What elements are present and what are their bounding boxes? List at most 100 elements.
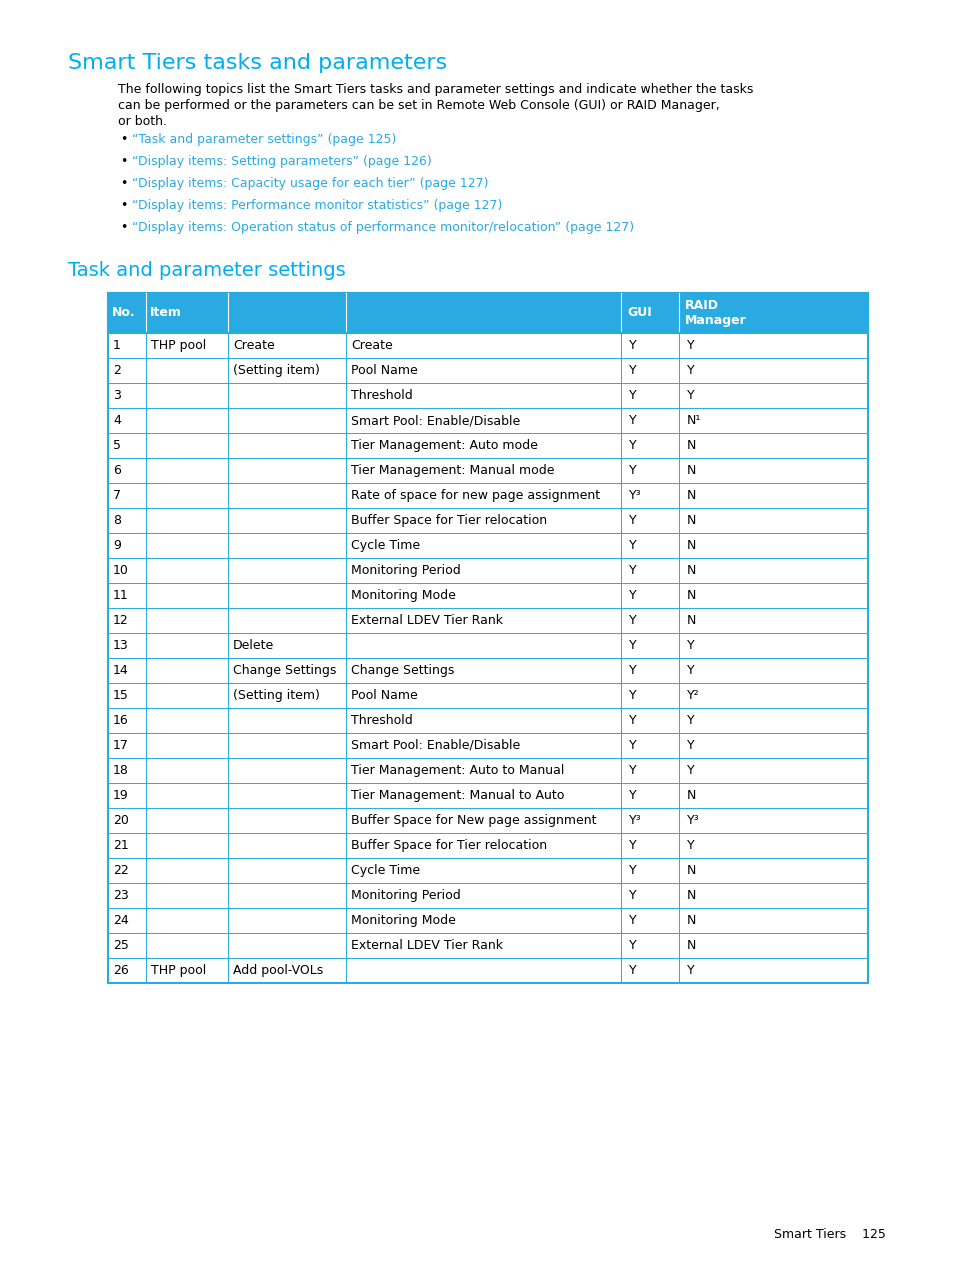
- Text: Y: Y: [628, 839, 636, 852]
- Text: Y: Y: [686, 764, 694, 777]
- Text: Y: Y: [628, 364, 636, 377]
- Text: 9: 9: [112, 539, 121, 552]
- Text: Change Settings: Change Settings: [351, 663, 454, 677]
- Text: Y: Y: [628, 339, 636, 352]
- Text: Monitoring Period: Monitoring Period: [351, 888, 460, 902]
- Text: •: •: [120, 155, 128, 168]
- Text: Y: Y: [686, 839, 694, 852]
- Text: Y: Y: [628, 513, 636, 527]
- Text: 10: 10: [112, 564, 129, 577]
- Text: Y: Y: [628, 564, 636, 577]
- Text: N: N: [686, 888, 696, 902]
- Text: Smart Pool: Enable/Disable: Smart Pool: Enable/Disable: [351, 414, 519, 427]
- Text: Y: Y: [686, 364, 694, 377]
- Text: 15: 15: [112, 689, 129, 702]
- Text: Y: Y: [628, 963, 636, 977]
- Text: Smart Pool: Enable/Disable: Smart Pool: Enable/Disable: [351, 738, 519, 752]
- Text: Change Settings: Change Settings: [233, 663, 336, 677]
- Text: 5: 5: [112, 438, 121, 452]
- Text: 22: 22: [112, 864, 129, 877]
- Text: N: N: [686, 513, 696, 527]
- Text: Smart Tiers tasks and parameters: Smart Tiers tasks and parameters: [68, 53, 447, 72]
- Text: 6: 6: [112, 464, 121, 477]
- Text: 20: 20: [112, 813, 129, 827]
- Text: Y: Y: [628, 588, 636, 602]
- Text: •: •: [120, 177, 128, 189]
- Text: Y: Y: [628, 464, 636, 477]
- Text: 23: 23: [112, 888, 129, 902]
- Text: Y³: Y³: [628, 489, 641, 502]
- Text: Y: Y: [628, 689, 636, 702]
- Text: 8: 8: [112, 513, 121, 527]
- Text: •: •: [120, 200, 128, 212]
- Text: can be performed or the parameters can be set in Remote Web Console (GUI) or RAI: can be performed or the parameters can b…: [118, 99, 719, 112]
- Text: N: N: [686, 864, 696, 877]
- Text: Cycle Time: Cycle Time: [351, 539, 419, 552]
- Text: Y: Y: [628, 614, 636, 627]
- Text: Y: Y: [628, 414, 636, 427]
- Text: Y: Y: [628, 789, 636, 802]
- Text: 12: 12: [112, 614, 129, 627]
- Text: Add pool-VOLs: Add pool-VOLs: [233, 963, 323, 977]
- Text: Y: Y: [686, 339, 694, 352]
- Text: 4: 4: [112, 414, 121, 427]
- Text: Y: Y: [686, 738, 694, 752]
- Text: Buffer Space for New page assignment: Buffer Space for New page assignment: [351, 813, 596, 827]
- Text: Smart Tiers    125: Smart Tiers 125: [773, 1228, 885, 1240]
- Text: 25: 25: [112, 939, 129, 952]
- Text: The following topics list the Smart Tiers tasks and parameter settings and indic: The following topics list the Smart Tier…: [118, 83, 753, 97]
- Text: Pool Name: Pool Name: [351, 364, 417, 377]
- Text: Y: Y: [686, 963, 694, 977]
- Text: N: N: [686, 914, 696, 927]
- Text: 17: 17: [112, 738, 129, 752]
- Text: Y: Y: [628, 438, 636, 452]
- Text: Buffer Space for Tier relocation: Buffer Space for Tier relocation: [351, 513, 547, 527]
- Text: 21: 21: [112, 839, 129, 852]
- Text: Threshold: Threshold: [351, 714, 413, 727]
- Text: Monitoring Period: Monitoring Period: [351, 564, 460, 577]
- Text: No.: No.: [112, 306, 135, 319]
- Text: 19: 19: [112, 789, 129, 802]
- Text: “Display items: Operation status of performance monitor/relocation” (page 127): “Display items: Operation status of perf…: [132, 221, 634, 234]
- Text: N: N: [686, 614, 696, 627]
- Text: 16: 16: [112, 714, 129, 727]
- Text: Y: Y: [628, 914, 636, 927]
- Text: •: •: [120, 133, 128, 146]
- Text: N: N: [686, 939, 696, 952]
- Text: Y: Y: [628, 888, 636, 902]
- Text: Tier Management: Auto mode: Tier Management: Auto mode: [351, 438, 537, 452]
- Text: Tier Management: Auto to Manual: Tier Management: Auto to Manual: [351, 764, 564, 777]
- Bar: [108, 294, 867, 333]
- Text: Rate of space for new page assignment: Rate of space for new page assignment: [351, 489, 599, 502]
- Text: Create: Create: [233, 339, 274, 352]
- Text: 7: 7: [112, 489, 121, 502]
- Text: 24: 24: [112, 914, 129, 927]
- Text: N: N: [686, 489, 696, 502]
- Text: Delete: Delete: [233, 639, 274, 652]
- Text: N: N: [686, 789, 696, 802]
- Text: Cycle Time: Cycle Time: [351, 864, 419, 877]
- Text: or both.: or both.: [118, 114, 167, 128]
- Text: 13: 13: [112, 639, 129, 652]
- Text: GUI: GUI: [626, 306, 651, 319]
- Text: Y²: Y²: [686, 689, 699, 702]
- Text: Pool Name: Pool Name: [351, 689, 417, 702]
- Text: THP pool: THP pool: [151, 963, 206, 977]
- Text: RAID
Manager: RAID Manager: [684, 299, 746, 327]
- Text: “Display items: Setting parameters” (page 126): “Display items: Setting parameters” (pag…: [132, 155, 432, 168]
- Text: Y: Y: [686, 714, 694, 727]
- Text: Item: Item: [150, 306, 182, 319]
- Bar: [108, 294, 867, 982]
- Text: •: •: [120, 221, 128, 234]
- Text: Task and parameter settings: Task and parameter settings: [68, 261, 345, 280]
- Text: Y: Y: [686, 639, 694, 652]
- Text: Y: Y: [686, 389, 694, 402]
- Text: Y: Y: [628, 389, 636, 402]
- Text: (Setting item): (Setting item): [233, 364, 319, 377]
- Text: Tier Management: Manual mode: Tier Management: Manual mode: [351, 464, 554, 477]
- Text: Y: Y: [628, 539, 636, 552]
- Text: 2: 2: [112, 364, 121, 377]
- Text: Y: Y: [628, 663, 636, 677]
- Text: Y: Y: [628, 764, 636, 777]
- Text: Y: Y: [628, 714, 636, 727]
